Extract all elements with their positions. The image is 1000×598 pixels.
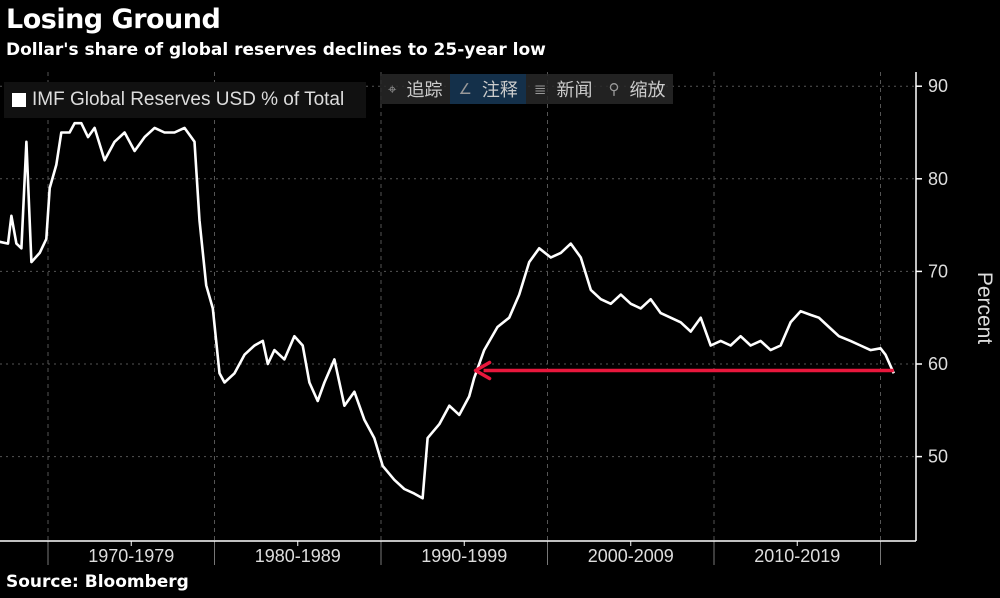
x-tick-label: 2010-2019	[754, 546, 840, 566]
list-icon: ≣	[533, 81, 547, 98]
y-tick-label: 80	[928, 169, 948, 189]
x-tick-label: 2000-2009	[588, 546, 674, 566]
legend-label: IMF Global Reserves USD % of Total	[32, 89, 345, 110]
crosshair-icon: ⌖	[388, 80, 397, 98]
y-tick-label: 90	[928, 76, 948, 96]
x-tick-label: 1970-1979	[88, 546, 174, 566]
magnifier-icon: ⚲	[608, 81, 620, 98]
y-tick-label: 50	[928, 447, 948, 467]
zoom-label: 缩放	[629, 80, 666, 100]
track-button[interactable]: ⌖ 追踪	[380, 74, 451, 104]
chart-title: Losing Ground	[6, 4, 221, 35]
legend[interactable]: IMF Global Reserves USD % of Total	[4, 82, 366, 118]
series-line	[0, 121, 895, 500]
y-tick-label: 60	[928, 354, 948, 374]
x-tick-label: 1980-1989	[255, 546, 341, 566]
news-button[interactable]: ≣ 新闻	[525, 74, 601, 104]
arrow-head	[473, 360, 492, 381]
track-label: 追踪	[406, 80, 443, 100]
annotate-button[interactable]: ∠ 注释	[450, 74, 526, 104]
y-axis-label: Percent	[973, 272, 996, 345]
annotate-label: 注释	[481, 80, 518, 100]
y-tick-label: 70	[928, 261, 948, 281]
zoom-button[interactable]: ⚲ 缩放	[600, 74, 674, 104]
source-note: Source: Bloomberg	[6, 572, 189, 592]
news-label: 新闻	[556, 80, 593, 100]
pencil-icon: ∠	[458, 81, 472, 98]
x-tick-label: 1990-1999	[421, 546, 507, 566]
chart-subtitle: Dollar's share of global reserves declin…	[6, 40, 546, 60]
chart-toolbar: ⌖ 追踪 ∠ 注释 ≣ 新闻 ⚲ 缩放	[380, 74, 674, 104]
legend-swatch	[12, 93, 26, 107]
